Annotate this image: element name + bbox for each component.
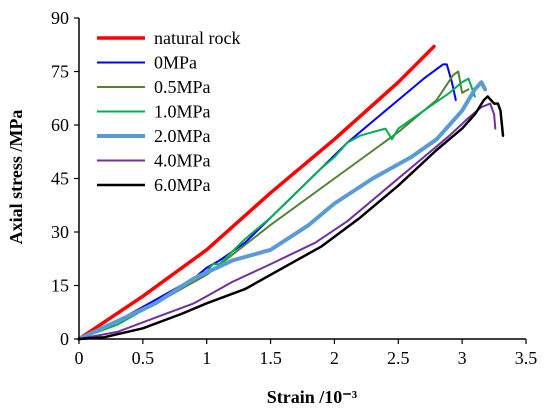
y-tick-label: 75 <box>51 62 69 82</box>
axes <box>78 18 526 340</box>
x-tick-label: 3 <box>458 348 467 368</box>
x-tick-label: 0 <box>75 348 84 368</box>
x-tick-label: 3.5 <box>515 348 538 368</box>
series-layer <box>77 44 505 341</box>
series-line <box>77 95 505 341</box>
x-tick-label: 0.5 <box>132 348 155 368</box>
x-ticks: 0 0.5 1 1.5 2 2.5 3 3.5 <box>75 339 538 368</box>
x-axis-title: Strain /10⁻³ <box>267 387 358 407</box>
legend-label: 0.5MPa <box>154 77 211 97</box>
x-tick-label: 1.5 <box>259 348 282 368</box>
series-line <box>78 63 457 340</box>
y-tick-label: 0 <box>60 329 69 349</box>
y-ticks: 0 15 30 45 60 75 90 <box>51 8 79 349</box>
x-tick-label: 1 <box>202 348 211 368</box>
legend-label: 0MPa <box>154 53 197 73</box>
legend: natural rock 0MPa 0.5MPa 1.0MPa 2.0MPa 4.0MPa… <box>97 28 240 195</box>
legend-label: 4.0MPa <box>154 151 211 171</box>
series-line <box>78 102 497 340</box>
legend-label: 6.0MPa <box>154 175 211 195</box>
legend-label: natural rock <box>154 28 240 48</box>
legend-label: 1.0MPa <box>154 102 211 122</box>
series-line <box>77 44 436 341</box>
y-tick-label: 30 <box>51 222 69 242</box>
x-tick-label: 2 <box>330 348 339 368</box>
series-line <box>78 70 470 340</box>
y-tick-label: 45 <box>51 169 69 189</box>
y-axis-title: Axial stress /MPa <box>6 110 26 245</box>
y-tick-label: 90 <box>51 8 69 28</box>
x-tick-label: 2.5 <box>387 348 410 368</box>
y-tick-label: 15 <box>51 276 69 296</box>
legend-label: 2.0MPa <box>154 126 211 146</box>
series-line <box>77 80 488 341</box>
y-tick-label: 60 <box>51 115 69 135</box>
